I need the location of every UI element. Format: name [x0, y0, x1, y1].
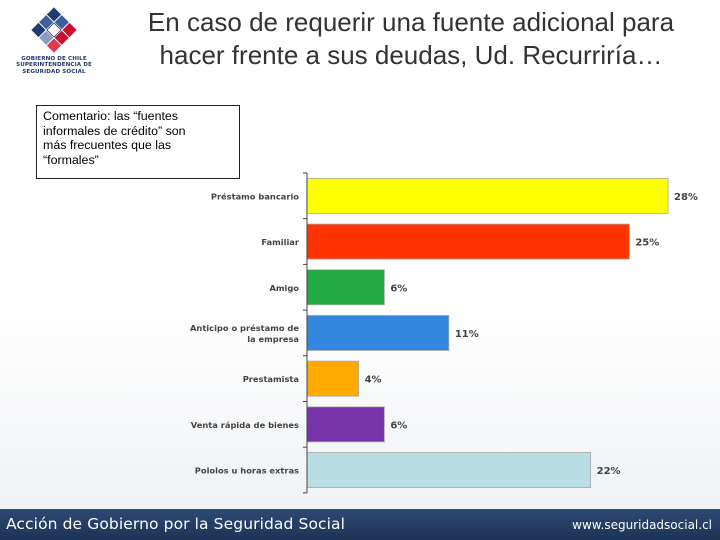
- logo: GOBIERNO DE CHILE SUPERINTENDENCIA DE SE…: [6, 4, 102, 80]
- category-label: Venta rápida de bienes: [191, 420, 299, 430]
- slide-title-line: hacer frente a sus deudas, Ud. Recurrirí…: [159, 40, 663, 70]
- data-label: 25%: [635, 238, 659, 249]
- bar: [306, 269, 385, 306]
- category-label: Familiar: [261, 237, 300, 247]
- logo-line: SUPERINTENDENCIA DE: [16, 62, 92, 69]
- logo-line: GOBIERNO DE CHILE: [21, 56, 87, 62]
- bar: [306, 360, 359, 397]
- bar: [306, 406, 385, 443]
- bar: [306, 452, 592, 488]
- comment-line: más frecuentes que las: [43, 138, 172, 152]
- comment-box: Comentario: las “fuentes informales de c…: [36, 105, 240, 179]
- data-label: 22%: [597, 466, 621, 477]
- logo-text: GOBIERNO DE CHILE SUPERINTENDENCIA DE SE…: [6, 56, 102, 75]
- slide-title: En caso de requerir una fuente adicional…: [106, 6, 716, 72]
- footer-bar: Acción de Gobierno por la Seguridad Soci…: [0, 509, 720, 540]
- comment-line: Comentario: las “fuentes: [43, 109, 178, 123]
- bar: [306, 315, 450, 351]
- category-label: Amigo: [269, 283, 299, 293]
- footer-slogan: Acción de Gobierno por la Seguridad Soci…: [6, 515, 346, 533]
- bar: [306, 223, 630, 260]
- bar: [306, 177, 669, 214]
- footer-website[interactable]: www.seguridadsocial.cl: [572, 518, 712, 532]
- category-label: Préstamo bancario: [211, 191, 299, 201]
- data-label: 11%: [455, 329, 479, 340]
- logo-emblem-icon: [31, 7, 77, 53]
- category-label: Prestamista: [243, 374, 299, 384]
- category-label: Anticipo o préstamo de: [190, 323, 299, 333]
- category-label: Pololos u horas extras: [195, 466, 299, 476]
- bar-chart: Préstamo bancario 28% Familiar 25% Amigo 6% An…: [190, 172, 698, 494]
- data-label: 6%: [390, 420, 407, 431]
- comment-line: “formales”: [43, 152, 99, 167]
- logo-line: SEGURIDAD SOCIAL: [22, 68, 86, 75]
- category-label: la empresa: [247, 334, 299, 344]
- comment-line: informales de crédito” son: [43, 123, 186, 138]
- data-label: 28%: [674, 192, 698, 203]
- slide-title-line: En caso de requerir una fuente adicional…: [147, 7, 675, 37]
- data-label: 4%: [365, 375, 382, 386]
- data-label: 6%: [390, 283, 407, 294]
